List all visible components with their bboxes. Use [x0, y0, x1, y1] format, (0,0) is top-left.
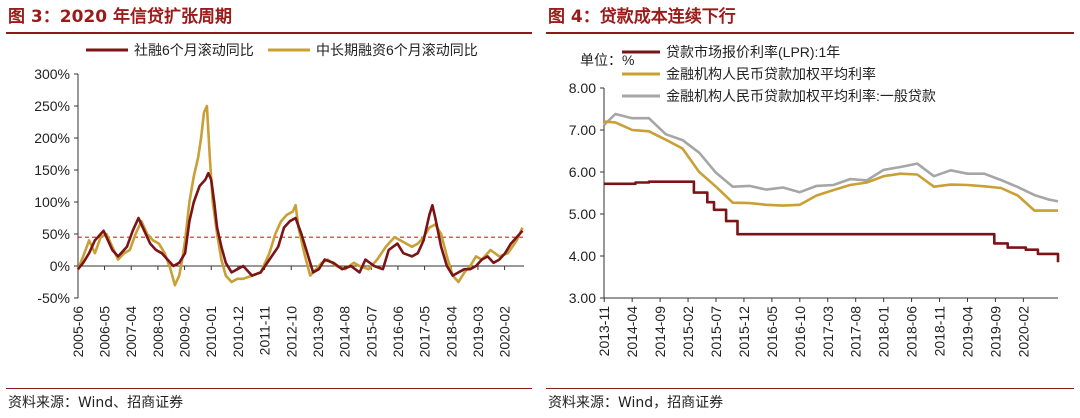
right-legend-label-1: 贷款市场报价利率(LPR):1年 — [666, 44, 840, 60]
right-y-tick-label: 6.00 — [569, 164, 596, 180]
left-chart-title: 图 3：2020 年信贷扩张周期 — [8, 7, 232, 27]
left-y-tick-label: 250% — [34, 98, 70, 114]
left-x-tick-label: 2012-10 — [283, 306, 299, 358]
right-title-rule — [546, 32, 1074, 34]
right-x-tick-label: 2015-02 — [680, 306, 696, 358]
right-y-tick-label: 4.00 — [569, 248, 596, 264]
left-legend-label-2: 中长期融资6个月滚动同比 — [316, 42, 478, 58]
right-x-tick-label: 2014-04 — [624, 306, 640, 358]
left-series-shrong — [76, 171, 524, 277]
right-unit-label: 单位：% — [580, 52, 634, 68]
left-y-tick-label: 200% — [34, 130, 70, 146]
right-x-tick-label: 2016-05 — [764, 306, 780, 358]
right-x-tick-label: 2018-11 — [932, 306, 948, 357]
right-x-tick-label: 2019-09 — [987, 306, 1003, 358]
right-x-tick-label: 2020-02 — [1015, 306, 1031, 358]
left-x-tick-label: 2009-02 — [177, 306, 193, 358]
right-series-general-loan-rate — [603, 112, 1059, 203]
right-legend-label-3: 金融机构人民币贷款加权平均利率:一般贷款 — [666, 88, 936, 104]
left-x-tick-label: 2018-04 — [443, 306, 459, 358]
left-source-rule — [6, 388, 532, 389]
left-x-tick-label: 2010-12 — [230, 306, 246, 358]
left-y-tick-label: 150% — [34, 162, 70, 178]
right-source-rule — [546, 388, 1074, 389]
left-source-note: 资料来源：Wind、招商证券 — [8, 395, 184, 411]
left-y-tick-label: 0% — [50, 258, 70, 274]
left-x-tick-label: 2011-11 — [257, 306, 273, 356]
left-series-longterm — [76, 104, 524, 287]
left-x-tick-label: 2020-02 — [497, 306, 513, 358]
left-x-tick-label: 2006-05 — [97, 306, 113, 358]
left-title-rule — [6, 32, 532, 34]
right-series-weighted-rate — [603, 120, 1058, 212]
right-x-tick-label: 2017-03 — [820, 306, 836, 358]
left-x-tick-label: 2005-06 — [70, 306, 86, 358]
left-x-tick-label: 2008-03 — [150, 306, 166, 358]
right-legend-label-2: 金融机构人民币贷款加权平均利率 — [666, 66, 876, 82]
left-x-tick-label: 2019-03 — [470, 306, 486, 358]
right-x-tick-label: 2016-10 — [792, 306, 808, 358]
left-x-tick-label: 2017-05 — [417, 306, 433, 358]
right-x-tick-label: 2015-12 — [736, 306, 752, 358]
right-x-tick-label: 2013-11 — [596, 306, 612, 357]
left-x-tick-label: 2010-01 — [203, 306, 219, 358]
right-x-tick-label: 2018-06 — [904, 306, 920, 358]
right-x-tick-label: 2017-08 — [848, 306, 864, 358]
left-x-tick-label: 2015-07 — [363, 306, 379, 358]
right-source-note: 资料来源：Wind，招商证券 — [548, 395, 724, 411]
left-x-tick-label: 2007-04 — [123, 306, 139, 358]
left-legend-label-1: 社融6个月滚动同比 — [134, 42, 254, 58]
right-y-tick-label: 8.00 — [569, 80, 596, 96]
left-y-tick-label: 100% — [34, 194, 70, 210]
left-y-tick-label: 300% — [34, 66, 70, 82]
right-x-tick-label: 2018-01 — [876, 306, 892, 358]
right-y-tick-label: 3.00 — [569, 290, 596, 306]
left-x-tick-label: 2016-06 — [390, 306, 406, 358]
right-x-tick-label: 2015-07 — [708, 306, 724, 358]
right-y-tick-label: 7.00 — [569, 122, 596, 138]
right-chart-title: 图 4：贷款成本连续下行 — [548, 7, 736, 27]
right-x-tick-label: 2019-04 — [959, 306, 975, 358]
left-x-tick-label: 2014-08 — [337, 306, 353, 358]
left-y-tick-label: 50% — [42, 226, 70, 242]
left-y-tick-label: -50% — [37, 290, 70, 306]
right-x-tick-label: 2014-09 — [652, 306, 668, 358]
right-series-lpr — [604, 180, 1060, 263]
left-x-tick-label: 2013-09 — [310, 306, 326, 358]
right-y-tick-label: 5.00 — [569, 206, 596, 222]
